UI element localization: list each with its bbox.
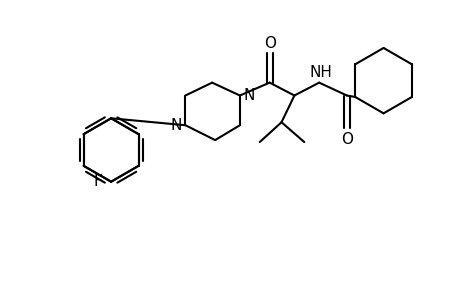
Text: NH: NH [309,65,332,80]
Text: F: F [94,174,102,189]
Text: N: N [170,118,182,133]
Text: O: O [340,132,352,147]
Text: O: O [263,35,275,50]
Text: N: N [243,88,254,103]
